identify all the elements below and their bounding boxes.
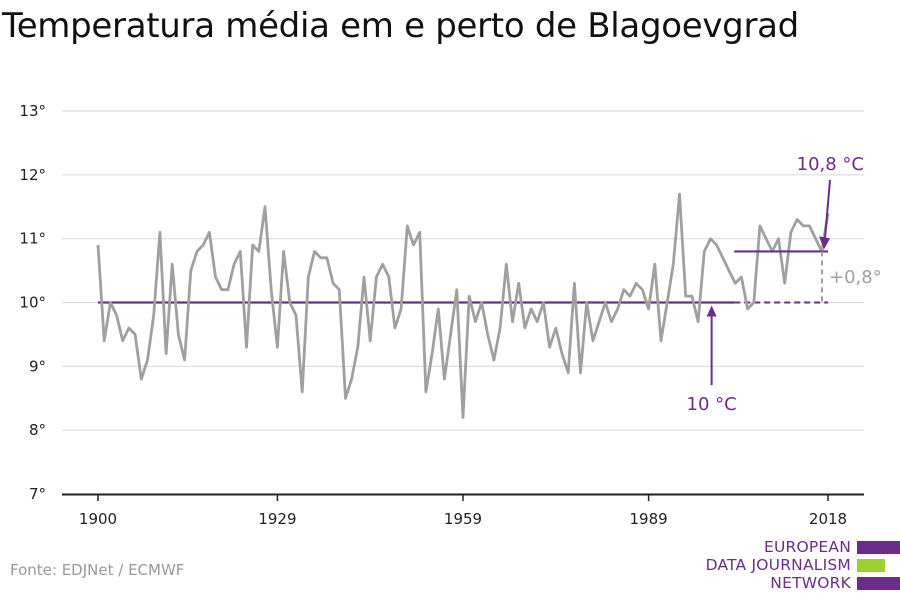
source-note: Fonte: EDJNet / ECMWF xyxy=(10,561,185,579)
logo-text-line-2: DATA JOURNALISM xyxy=(705,556,851,574)
recent-arrow-shaft xyxy=(824,179,831,239)
logo-bar-purple-top xyxy=(857,541,900,554)
difference-label: +0,8° xyxy=(829,267,882,288)
series-layer xyxy=(96,192,830,419)
y-tick-label: 8° xyxy=(29,421,46,439)
recent-average-label: 10,8 °C xyxy=(797,154,864,175)
baseline-label: 10 °C xyxy=(687,394,737,415)
recent-arrow-head xyxy=(819,236,830,250)
x-tick-label: 1900 xyxy=(79,510,117,528)
x-tick-label: 2018 xyxy=(809,510,847,528)
y-axis-ticks: 7° 8° 9° 10° 11° 12° 13° xyxy=(19,102,46,503)
grid-lines xyxy=(62,110,864,431)
y-tick-label: 10° xyxy=(19,294,46,312)
logo-text-line-3: NETWORK xyxy=(770,574,851,592)
logo-bar-green xyxy=(857,559,885,572)
x-tick-label: 1959 xyxy=(444,510,482,528)
y-tick-label: 9° xyxy=(29,357,46,375)
x-tick-label: 1929 xyxy=(258,510,296,528)
annotation-layer: +0,8° 10 °C 10,8 °C xyxy=(687,154,882,415)
edjnet-logo[interactable]: EUROPEAN DATA JOURNALISM NETWORK xyxy=(700,538,900,596)
y-tick-label: 7° xyxy=(29,485,46,503)
y-tick-label: 11° xyxy=(19,230,46,248)
series-line xyxy=(96,192,830,419)
baseline-arrow-head xyxy=(706,305,717,317)
x-tick-label: 1989 xyxy=(629,510,667,528)
chart-title: Temperatura média em e perto de Blagoevg… xyxy=(2,6,799,46)
y-tick-label: 12° xyxy=(19,166,46,184)
logo-bar-purple-bottom xyxy=(857,577,900,590)
y-tick-label: 13° xyxy=(19,102,46,120)
x-axis: 1900 1929 1959 1989 2018 xyxy=(62,493,864,528)
logo-text-line-1: EUROPEAN xyxy=(763,538,851,556)
